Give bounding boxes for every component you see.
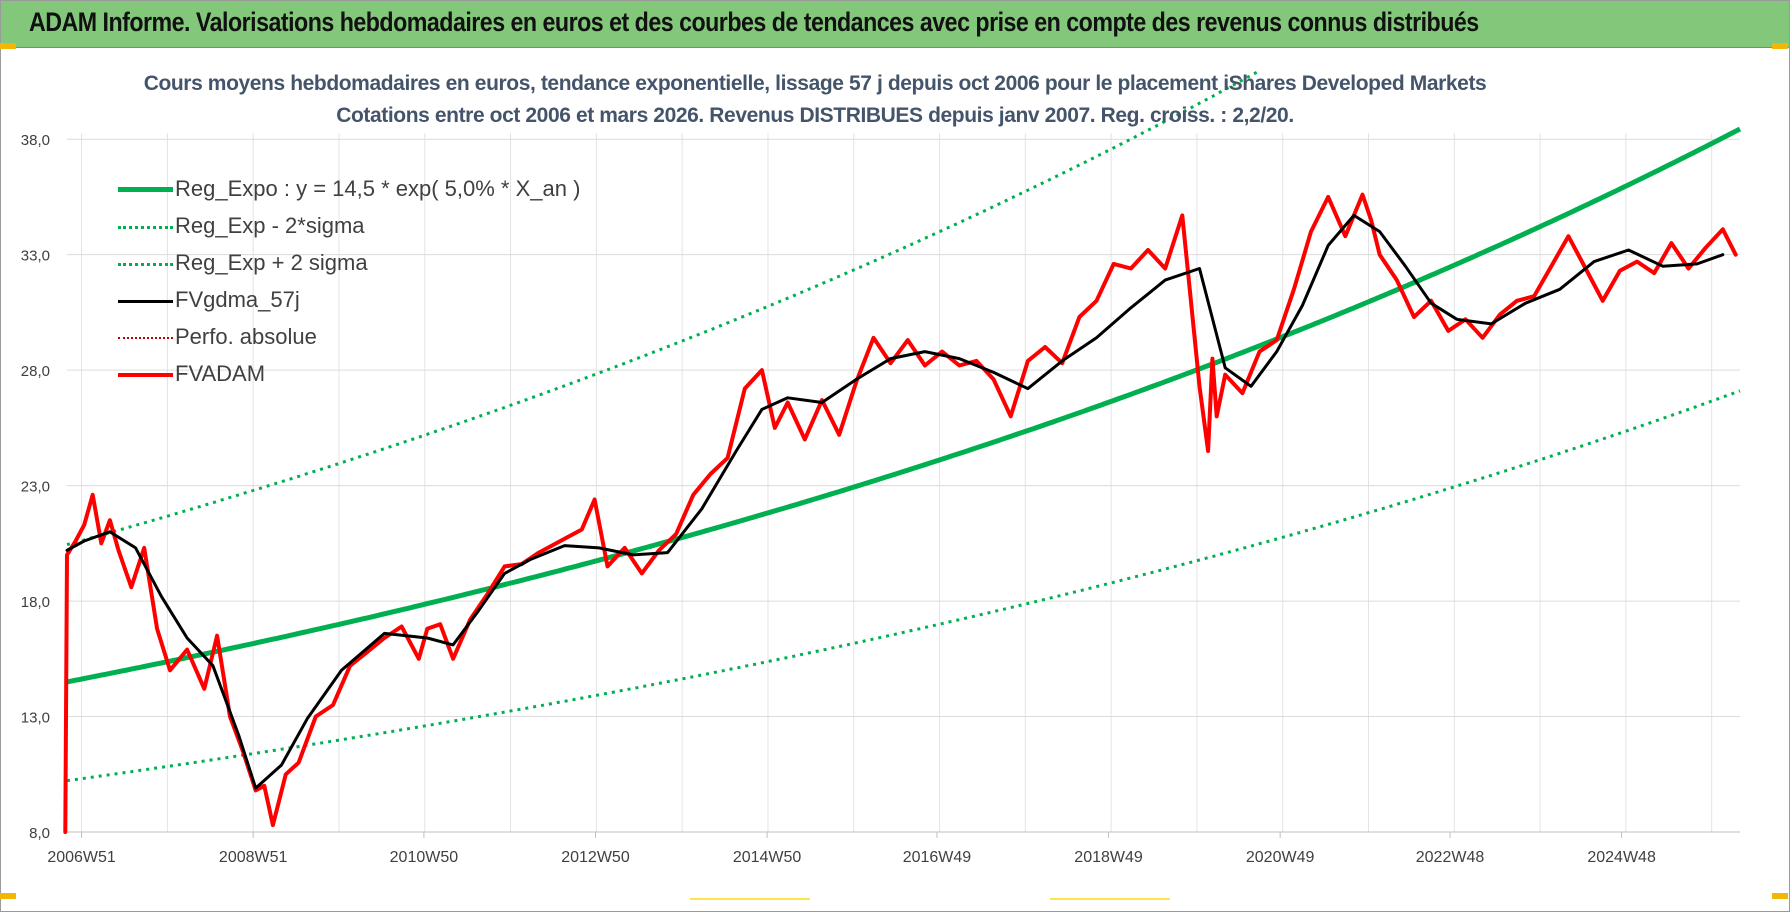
legend-swatch-perfo xyxy=(118,337,173,339)
bottom-accent xyxy=(1050,898,1170,900)
x-tick-label: 2008W51 xyxy=(219,849,288,866)
y-tick-label: 23,0 xyxy=(21,479,50,496)
y-tick-label: 18,0 xyxy=(21,594,50,611)
legend-swatch-fvadam xyxy=(118,373,173,377)
chart-title-line-2: Cotations entre oct 2006 et mars 2026. R… xyxy=(336,104,1294,127)
x-tick-label: 2024W48 xyxy=(1587,849,1656,866)
x-tick-label: 2020W49 xyxy=(1246,849,1315,866)
legend-swatch-fvgdma xyxy=(118,300,173,303)
x-tick-label: 2014W50 xyxy=(733,849,802,866)
x-tick-label: 2022W48 xyxy=(1416,849,1485,866)
legend-label: FVgdma_57j xyxy=(175,287,300,312)
corner-marker-bottom-left xyxy=(0,893,16,899)
legend-label: Reg_Expo : y = 14,5 * exp( 5,0% * X_an ) xyxy=(175,176,581,201)
series-fvadam-line xyxy=(63,192,1738,834)
y-tick-label: 33,0 xyxy=(21,248,50,265)
series-reg-exp-minus-line xyxy=(66,389,1741,783)
series-reg-expo-line xyxy=(66,126,1742,685)
legend-label: Reg_Exp + 2 sigma xyxy=(175,250,368,275)
legend-swatch-reg-expo xyxy=(118,187,173,192)
x-tick-label: 2006W51 xyxy=(47,849,116,866)
legend-label: FVADAM xyxy=(175,361,266,386)
bottom-accent xyxy=(690,898,810,900)
report-banner: ADAM Informe. Valorisations hebdomadaire… xyxy=(1,1,1789,48)
corner-marker-bottom-right xyxy=(1772,893,1788,899)
x-tick-label: 2016W49 xyxy=(903,849,972,866)
corner-marker-top-right xyxy=(1772,43,1788,49)
x-tick-label: 2018W49 xyxy=(1074,849,1143,866)
report-title: ADAM Informe. Valorisations hebdomadaire… xyxy=(29,7,1479,37)
x-tick-label: 2010W50 xyxy=(390,849,459,866)
legend-swatch-reg-exp-minus xyxy=(118,226,173,229)
corner-marker-top-left xyxy=(0,43,16,49)
legend-label: Reg_Exp - 2*sigma xyxy=(175,213,365,238)
series-fvgdma-line xyxy=(65,213,1725,790)
chart-title-line-1: Cours moyens hebdomadaires en euros, ten… xyxy=(143,72,1487,95)
y-tick-label: 8,0 xyxy=(29,825,50,842)
legend-label: Perfo. absolue xyxy=(175,324,317,349)
y-tick-label: 28,0 xyxy=(21,363,50,380)
y-tick-label: 38,0 xyxy=(21,132,50,149)
x-tick-label: 2012W50 xyxy=(561,849,630,866)
y-tick-label: 13,0 xyxy=(21,710,50,727)
legend-swatch-reg-exp-plus xyxy=(118,263,173,266)
